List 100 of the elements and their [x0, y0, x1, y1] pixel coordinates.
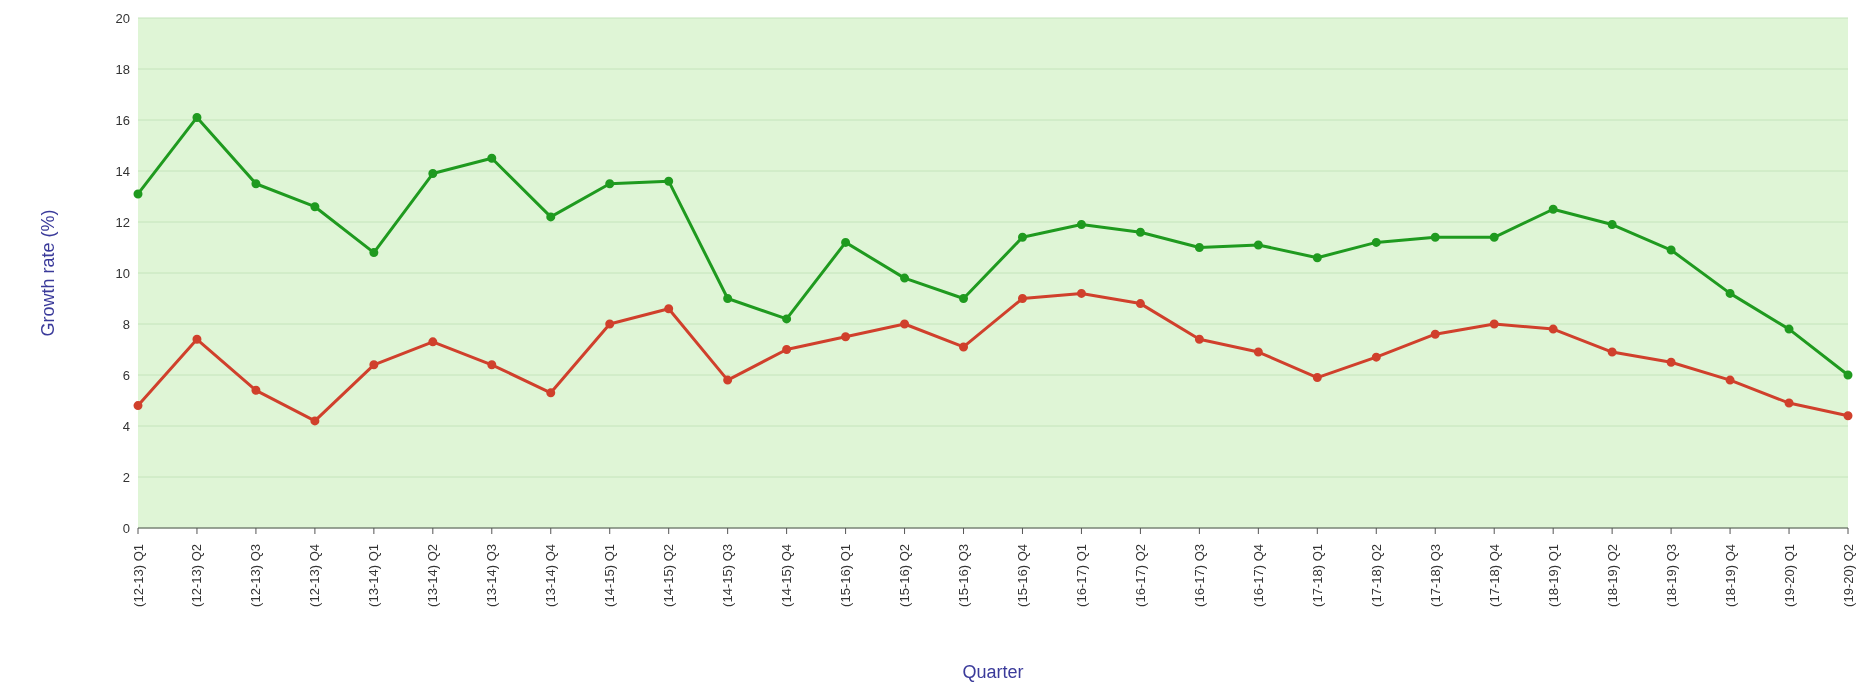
point: [841, 237, 851, 247]
point: [723, 294, 733, 303]
y-tick-label: 0: [122, 520, 130, 536]
x-tick-label: (18-19) Q3: [1663, 544, 1679, 607]
point: [192, 334, 202, 344]
point: [782, 345, 792, 354]
point: [1725, 375, 1735, 385]
point: [1253, 347, 1263, 357]
point: [1489, 232, 1499, 242]
x-tick-label: (16-17) Q2: [1132, 544, 1148, 607]
point: [664, 176, 674, 186]
point: [1430, 232, 1440, 242]
point: [428, 337, 438, 347]
x-tick-label: (16-17) Q3: [1191, 544, 1207, 607]
point: [1725, 288, 1735, 298]
x-tick-label: (12-13) Q4: [307, 544, 323, 607]
point: [1784, 398, 1794, 408]
point: [369, 248, 379, 258]
x-tick-label: (13-14) Q2: [425, 544, 441, 607]
x-tick-label: (16-17) Q4: [1250, 544, 1266, 607]
point: [133, 401, 143, 411]
x-tick-label: (14-15) Q3: [720, 544, 736, 607]
x-tick-label: (17-18) Q2: [1368, 544, 1384, 607]
y-tick-label: 4: [122, 418, 130, 434]
point: [369, 360, 379, 370]
point: [1135, 227, 1145, 237]
point: [1843, 411, 1853, 421]
point: [959, 342, 969, 352]
x-tick-label: (14-15) Q4: [779, 544, 795, 607]
x-tick-label: (15-16) Q2: [897, 544, 913, 607]
x-tick-label: (14-15) Q2: [661, 544, 677, 607]
point: [1371, 237, 1381, 247]
point: [723, 375, 733, 385]
x-tick-label: (13-14) Q4: [543, 544, 559, 607]
point: [546, 212, 556, 222]
point: [192, 112, 202, 122]
point: [1017, 294, 1027, 303]
y-tick-label: 18: [115, 61, 130, 77]
point: [487, 360, 497, 370]
point: [310, 416, 320, 426]
point: [487, 153, 497, 163]
x-tick-label: (18-19) Q1: [1545, 544, 1561, 607]
point: [1312, 373, 1322, 383]
y-tick-label: 6: [122, 367, 130, 383]
point: [1784, 324, 1794, 334]
x-tick-label: (13-14) Q1: [366, 544, 382, 607]
y-tick-label: 20: [115, 10, 130, 26]
point: [1076, 288, 1086, 298]
point: [1371, 352, 1381, 362]
point: [1666, 357, 1676, 367]
x-tick-label: (15-16) Q1: [838, 544, 854, 607]
y-axis-title: Growth rate (%): [38, 209, 59, 337]
point: [605, 319, 615, 329]
x-axis-title: Quarter: [962, 662, 1024, 682]
point: [1548, 204, 1558, 214]
point: [1489, 319, 1499, 329]
point: [1843, 370, 1853, 380]
y-tick-label: 10: [115, 265, 130, 281]
point: [251, 179, 261, 189]
point: [1017, 232, 1027, 242]
point: [959, 294, 969, 303]
x-tick-label: (18-19) Q4: [1722, 544, 1738, 607]
y-tick-label: 14: [115, 163, 130, 179]
point: [428, 169, 438, 179]
point: [1430, 329, 1440, 339]
point: [1312, 253, 1322, 263]
y-tick-label: 2: [122, 469, 130, 485]
x-tick-label: (16-17) Q1: [1073, 544, 1089, 607]
point: [900, 319, 910, 329]
point: [1076, 220, 1086, 230]
point: [605, 179, 615, 189]
y-tick-label: 16: [115, 112, 130, 128]
point: [1253, 240, 1263, 250]
point: [782, 314, 792, 324]
point: [841, 332, 851, 342]
point: [1135, 299, 1145, 309]
x-tick-label: (17-18) Q4: [1486, 544, 1502, 607]
x-tick-label: (15-16) Q3: [956, 544, 972, 607]
point: [1548, 324, 1558, 334]
x-tick-label: (17-18) Q3: [1427, 544, 1443, 607]
point: [1194, 243, 1204, 252]
point: [664, 304, 674, 314]
x-tick-label: (18-19) Q2: [1604, 544, 1620, 607]
x-tick-label: (19-20) Q1: [1781, 544, 1797, 607]
point: [546, 388, 556, 398]
x-tick-label: (19-20) Q2: [1840, 544, 1856, 607]
y-tick-label: 12: [115, 214, 130, 230]
x-tick-label: (14-15) Q1: [602, 544, 618, 607]
x-tick-label: (12-13) Q2: [189, 544, 205, 607]
point: [900, 273, 910, 283]
x-tick-label: (15-16) Q4: [1014, 544, 1030, 607]
point: [1194, 334, 1204, 344]
point: [1607, 220, 1617, 230]
point: [310, 202, 320, 212]
point: [1666, 245, 1676, 255]
x-tick-label: (12-13) Q1: [130, 544, 146, 607]
x-tick-label: (13-14) Q3: [484, 544, 500, 607]
y-tick-label: 8: [122, 316, 130, 332]
x-tick-label: (12-13) Q3: [248, 544, 264, 607]
point: [1607, 347, 1617, 357]
